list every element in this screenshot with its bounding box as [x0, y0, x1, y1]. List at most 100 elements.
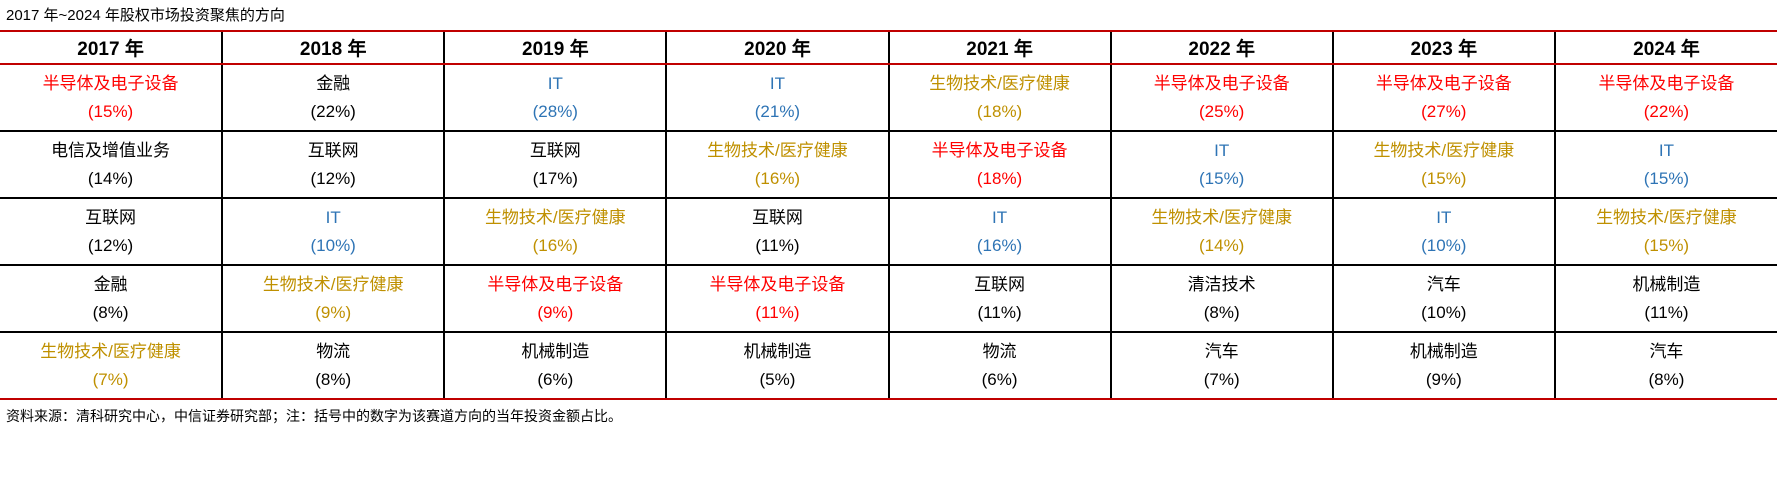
year-header: 2018 年 [221, 30, 445, 65]
sector-name: 半导体及电子设备 [709, 274, 846, 294]
year-header: 2017 年 [0, 30, 223, 65]
sector-cell: 生物技术/医疗健康 (16%) [665, 131, 889, 199]
sector-cell: 生物技术/医疗健康 (14%) [1109, 198, 1333, 266]
sector-share: (15%) [87, 101, 134, 121]
sector-cell: 电信及增值业务 (14%) [0, 131, 223, 199]
sector-cell: 生物技术/医疗健康 (9%) [221, 265, 445, 333]
sector-cell: 互联网 (17%) [443, 131, 667, 199]
sector-name: 机械制造 [1409, 341, 1478, 361]
sector-share: (10%) [1421, 302, 1467, 322]
table-row: 半导体及电子设备 (15%) 金融 (22%) IT (28%) IT (21%) 生物技术/医… [0, 64, 1777, 132]
sector-share: (14%) [1199, 235, 1245, 255]
sector-name: 物流 [316, 341, 351, 361]
sector-share: (8%) [1203, 302, 1240, 322]
sector-cell: IT (15%) [1553, 131, 1777, 199]
sector-cell: 互联网 (12%) [0, 198, 223, 266]
sector-name: 互联网 [529, 140, 581, 160]
sector-share: (16%) [754, 168, 801, 188]
sector-cell: 机械制造 (5%) [665, 332, 889, 400]
sector-cell: 生物技术/医疗健康 (18%) [887, 64, 1111, 132]
figure-title: 2017 年~2024 年股权市场投资聚焦的方向 [6, 7, 285, 24]
sector-name: 半导体及电子设备 [1153, 73, 1290, 93]
sector-name: 汽车 [1204, 341, 1239, 361]
sector-name: 生物技术/医疗健康 [1373, 140, 1515, 160]
sector-cell: 生物技术/医疗健康 (16%) [443, 198, 667, 266]
sector-cell: 半导体及电子设备 (11%) [665, 265, 889, 333]
sector-share: (6%) [981, 369, 1018, 389]
sector-share: (8%) [1648, 369, 1685, 389]
sector-cell: 汽车 (7%) [1109, 332, 1333, 400]
sector-name: 互联网 [85, 207, 137, 227]
sector-share: (16%) [532, 235, 578, 255]
sector-share: (21%) [754, 101, 801, 121]
sector-name: IT [325, 207, 341, 227]
year-header: 2021 年 [887, 30, 1111, 65]
focus-table-body: 半导体及电子设备 (15%) 金融 (22%) IT (28%) IT (21%) 生物技术/医… [0, 64, 1777, 400]
sector-name: 生物技术/医疗健康 [40, 341, 181, 361]
sector-cell: 互联网 (12%) [221, 131, 445, 199]
sector-share: (7%) [92, 369, 129, 389]
sector-name: IT [992, 207, 1008, 227]
sector-share: (15%) [1199, 168, 1245, 188]
sector-share: (28%) [532, 101, 578, 121]
sector-cell: 半导体及电子设备 (15%) [0, 64, 223, 132]
sector-share: (16%) [976, 235, 1023, 255]
sector-name: 生物技术/医疗健康 [929, 73, 1070, 93]
sector-share: (8%) [92, 302, 129, 322]
sector-share: (12%) [310, 168, 356, 188]
year-header: 2024 年 [1553, 30, 1777, 65]
sector-share: (22%) [1643, 101, 1690, 121]
sector-name: IT [1214, 140, 1230, 160]
sector-share: (15%) [1643, 235, 1690, 255]
sector-share: (27%) [1421, 101, 1467, 121]
sector-name: 金融 [316, 73, 351, 93]
sector-name: 生物技术/医疗健康 [1596, 207, 1737, 227]
sector-cell: 半导体及电子设备 (9%) [443, 265, 667, 333]
sector-name: 汽车 [1426, 274, 1461, 294]
year-header: 2020 年 [665, 30, 889, 65]
sector-cell: 互联网 (11%) [887, 265, 1111, 333]
sector-name: 物流 [982, 341, 1017, 361]
sector-share: (17%) [532, 168, 578, 188]
year-header: 2019 年 [443, 30, 667, 65]
sector-cell: 机械制造 (11%) [1553, 265, 1777, 333]
sector-name: 互联网 [751, 207, 803, 227]
sector-cell: IT (15%) [1109, 131, 1333, 199]
sector-share: (15%) [1643, 168, 1690, 188]
sector-share: (15%) [1421, 168, 1467, 188]
source-note: 资料来源：清科研究中心，中信证券研究部；注：括号中的数字为该赛道方向的当年投资金… [6, 408, 622, 424]
sector-share: (9%) [315, 302, 352, 322]
sector-cell: 机械制造 (6%) [443, 332, 667, 400]
sector-share: (18%) [976, 168, 1023, 188]
focus-table: 2017 年 2018 年 2019 年 2020 年 2021 年 2022 年 2023… [0, 30, 1777, 400]
sector-name: 互联网 [974, 274, 1026, 294]
sector-cell: 金融 (8%) [0, 265, 223, 333]
sector-share: (10%) [310, 235, 356, 255]
sector-share: (14%) [87, 168, 134, 188]
sector-cell: 物流 (6%) [887, 332, 1111, 400]
sector-share: (11%) [977, 302, 1022, 322]
sector-cell: 半导体及电子设备 (22%) [1553, 64, 1777, 132]
sector-cell: IT (10%) [221, 198, 445, 266]
sector-name: IT [1436, 207, 1452, 227]
sector-cell: 生物技术/医疗健康 (15%) [1553, 198, 1777, 266]
sector-cell: 半导体及电子设备 (27%) [1331, 64, 1555, 132]
table-row: 生物技术/医疗健康 (7%) 物流 (8%) 机械制造 (6%) 机械制造 (5%) 物流 (6%… [0, 332, 1777, 400]
sector-name: 半导体及电子设备 [487, 274, 624, 294]
sector-name: 机械制造 [1632, 274, 1701, 294]
year-header: 2023 年 [1331, 30, 1555, 65]
sector-share: (10%) [1421, 235, 1467, 255]
sector-cell: 机械制造 (9%) [1331, 332, 1555, 400]
sector-name: 半导体及电子设备 [1598, 73, 1735, 93]
year-header: 2022 年 [1109, 30, 1333, 65]
sector-share: (11%) [755, 302, 800, 322]
sector-name: 半导体及电子设备 [931, 140, 1068, 160]
sector-cell: IT (10%) [1331, 198, 1555, 266]
sector-share: (9%) [1425, 369, 1462, 389]
sector-cell: 金融 (22%) [221, 64, 445, 132]
sector-cell: 半导体及电子设备 (18%) [887, 131, 1111, 199]
focus-table-header: 2017 年 2018 年 2019 年 2020 年 2021 年 2022 年 2023… [0, 30, 1777, 65]
table-row: 互联网 (12%) IT (10%) 生物技术/医疗健康 (16%) 互联网 (11%) IT (… [0, 198, 1777, 266]
sector-share: (9%) [537, 302, 574, 322]
sector-name: 半导体及电子设备 [42, 73, 179, 93]
